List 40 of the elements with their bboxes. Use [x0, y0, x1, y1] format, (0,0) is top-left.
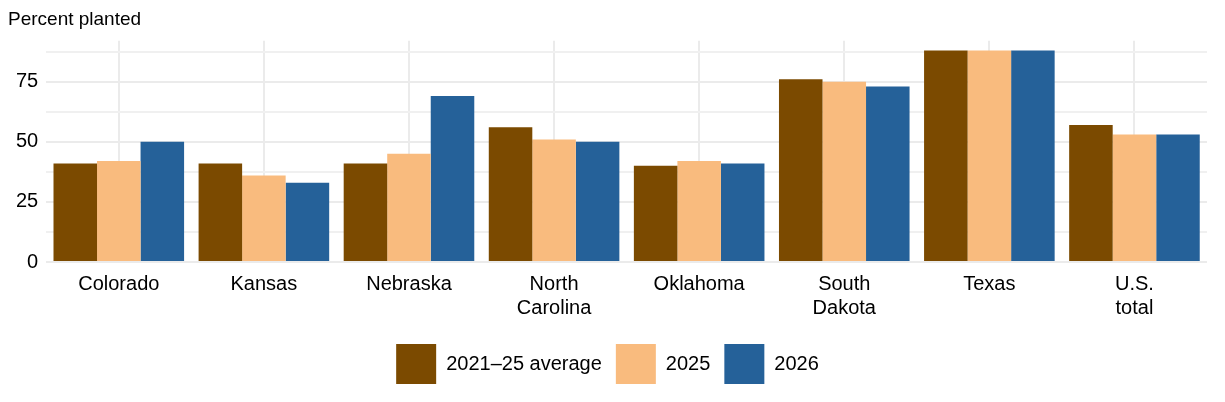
bar [430, 96, 475, 261]
y-axis-title: Percent planted [8, 7, 142, 29]
legend-label: 2021–25 average [446, 351, 602, 374]
bar [633, 165, 678, 261]
x-tick-label: Kansas [230, 271, 298, 294]
y-tick-label: 25 [16, 189, 39, 212]
bar [1156, 134, 1200, 261]
bar [1112, 134, 1157, 261]
bar [242, 175, 286, 261]
x-tick-label: Nebraska [366, 271, 453, 294]
bar [387, 153, 431, 261]
x-tick-label: U.S. total [1115, 271, 1154, 318]
bar [343, 163, 388, 261]
legend-label: 2026 [774, 351, 819, 374]
bar [97, 161, 141, 261]
y-tick-label: 0 [27, 249, 39, 272]
x-tick-label: North Carolina [516, 271, 593, 318]
bar [1011, 50, 1055, 261]
legend-label: 2025 [665, 351, 711, 374]
bar [53, 163, 98, 261]
x-tick-label: Colorado [78, 271, 160, 294]
bar [1069, 124, 1113, 261]
bar [967, 50, 1012, 261]
bar [677, 161, 721, 261]
bar [924, 50, 968, 261]
y-tick-label: 75 [16, 69, 39, 92]
bar [778, 79, 823, 261]
bar [140, 141, 185, 261]
bar [532, 139, 576, 261]
x-tick-label: Oklahoma [653, 271, 746, 294]
x-tick-label: South Dakota [812, 271, 877, 318]
bar [866, 86, 910, 261]
bar [720, 163, 765, 261]
bar [198, 163, 243, 261]
bar [575, 141, 620, 261]
bar [285, 182, 330, 261]
bar [488, 127, 533, 261]
bar [822, 81, 867, 261]
y-tick-label: 50 [16, 129, 39, 152]
x-tick-label: Texas [963, 271, 1016, 294]
